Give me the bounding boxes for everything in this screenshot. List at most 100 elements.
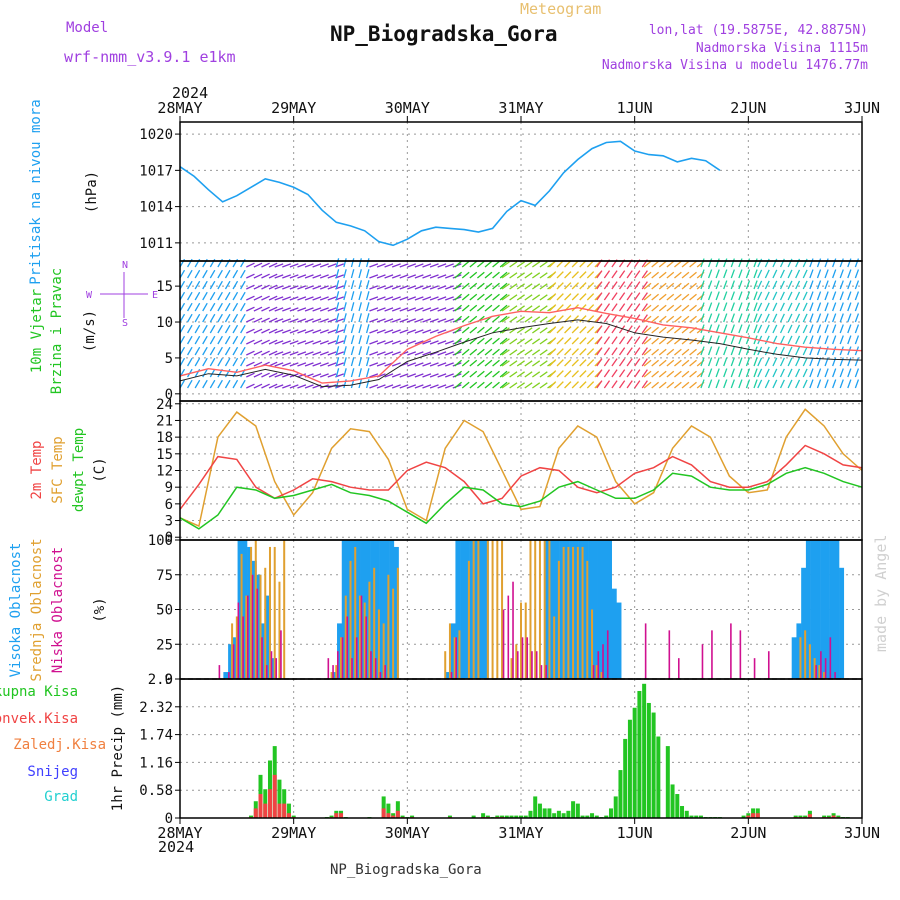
wind-direction-glyph — [217, 291, 223, 301]
wind-direction-glyph — [757, 258, 763, 268]
wind-direction-glyph — [626, 270, 633, 279]
wind-direction-glyph — [350, 313, 355, 323]
wind-direction-glyph — [745, 357, 751, 367]
wind-direction-glyph — [187, 379, 193, 389]
cloud-bar — [270, 658, 276, 679]
precip-bar — [585, 815, 590, 818]
precip-bar — [391, 815, 396, 818]
cloud-bar — [730, 623, 732, 679]
wind-direction-glyph — [209, 291, 216, 301]
wind-direction-glyph — [289, 263, 299, 268]
wind-direction-glyph — [651, 370, 660, 378]
wind-direction-glyph — [437, 340, 447, 345]
wind-direction-glyph — [253, 383, 263, 389]
wind-direction-glyph — [509, 261, 518, 268]
precip-bar — [608, 808, 613, 818]
temperature-ytick-label: 0 — [165, 530, 173, 546]
cloud-bar — [247, 595, 249, 679]
wind-direction-glyph — [268, 339, 278, 345]
wind-direction-glyph — [757, 302, 763, 312]
wind-direction-glyph — [297, 296, 307, 301]
wind-direction-glyph — [634, 358, 641, 367]
wind-direction-glyph — [224, 357, 231, 367]
cloud-bar — [346, 616, 349, 679]
cloud-bar — [256, 574, 262, 679]
wind-direction-glyph — [795, 280, 801, 290]
wind-direction-glyph — [757, 313, 763, 323]
precip-bar — [604, 815, 609, 818]
wind-direction-glyph — [246, 383, 255, 389]
wind-direction-glyph — [232, 269, 239, 279]
wind-direction-glyph — [564, 326, 572, 334]
wind-direction-glyph — [531, 327, 541, 334]
wind-direction-glyph — [414, 384, 424, 389]
cloud-bar — [550, 540, 556, 679]
precip-bar — [680, 806, 685, 818]
wind-direction-glyph — [795, 346, 801, 356]
cloud-bar — [237, 602, 240, 679]
wind-direction-glyph — [643, 293, 652, 301]
wind-direction-glyph — [414, 285, 424, 290]
wind-direction-glyph — [499, 315, 508, 323]
wind-direction-glyph — [461, 348, 470, 356]
precip-bar — [263, 803, 268, 818]
cloud-bar — [813, 658, 816, 679]
wind-direction-glyph — [261, 317, 270, 323]
precip-bar — [504, 815, 509, 818]
clouds-ytick-label: 0 — [165, 672, 173, 688]
wind-direction-glyph — [689, 348, 697, 356]
wind-direction-glyph — [707, 258, 713, 268]
wind-direction-glyph — [469, 337, 478, 345]
meteogram-title: Meteogram — [520, 0, 602, 18]
wind-direction-glyph — [658, 326, 667, 334]
wind-direction-glyph — [809, 324, 814, 334]
wind-direction-glyph — [297, 285, 307, 290]
wind-direction-glyph — [586, 282, 595, 290]
wind-direction-glyph — [414, 373, 424, 378]
wind-direction-glyph — [854, 335, 860, 345]
wind-direction-glyph — [297, 263, 307, 268]
wind-direction-glyph — [681, 359, 690, 367]
precip-bar — [277, 803, 282, 818]
wind-direction-glyph — [611, 336, 618, 345]
wind-direction-glyph — [365, 324, 370, 334]
wind-direction-glyph — [289, 318, 299, 323]
wind-direction-glyph — [723, 368, 728, 378]
wind-direction-glyph — [854, 357, 860, 367]
precip-bar — [272, 774, 277, 818]
wind-direction-glyph — [327, 285, 337, 290]
wind-direction-glyph — [209, 346, 216, 356]
wind-direction-glyph — [651, 304, 660, 312]
wind-direction-glyph — [358, 313, 362, 323]
wind-direction-glyph — [564, 381, 572, 389]
wind-direction-glyph — [454, 315, 463, 323]
wind-direction-glyph — [787, 269, 793, 279]
low-cloud-axis-title: Niska Oblacnost — [50, 547, 66, 673]
cloud-bar — [270, 651, 273, 679]
precip-bar — [575, 803, 580, 818]
wind-direction-glyph — [209, 302, 216, 312]
wind-direction-glyph — [312, 285, 322, 290]
wind-direction-glyph — [407, 318, 417, 323]
cloud-bar — [491, 540, 494, 679]
wind-direction-glyph — [596, 358, 603, 367]
wind-direction-glyph — [531, 316, 541, 323]
cloud-bar — [477, 540, 480, 679]
wind-direction-glyph — [707, 379, 713, 389]
wind-direction-glyph — [319, 351, 329, 356]
wind-direction-glyph — [816, 313, 822, 323]
wind-direction-glyph — [707, 302, 713, 312]
wind-direction-glyph — [289, 351, 299, 356]
wind-direction-glyph — [839, 291, 844, 301]
wind-direction-glyph — [232, 324, 239, 334]
cloud-bar — [228, 672, 230, 679]
wind-direction-glyph — [391, 362, 401, 367]
wind-unit-label: (m/s) — [82, 310, 98, 352]
precip-bar — [528, 810, 533, 818]
wind-direction-glyph — [824, 346, 829, 356]
precip-legend-item: Konvek.Kisa — [0, 711, 78, 727]
wind-direction-glyph — [666, 271, 675, 279]
wind-direction-glyph — [795, 368, 801, 378]
cloud-bar — [346, 540, 352, 679]
cloud-bar — [572, 546, 575, 679]
